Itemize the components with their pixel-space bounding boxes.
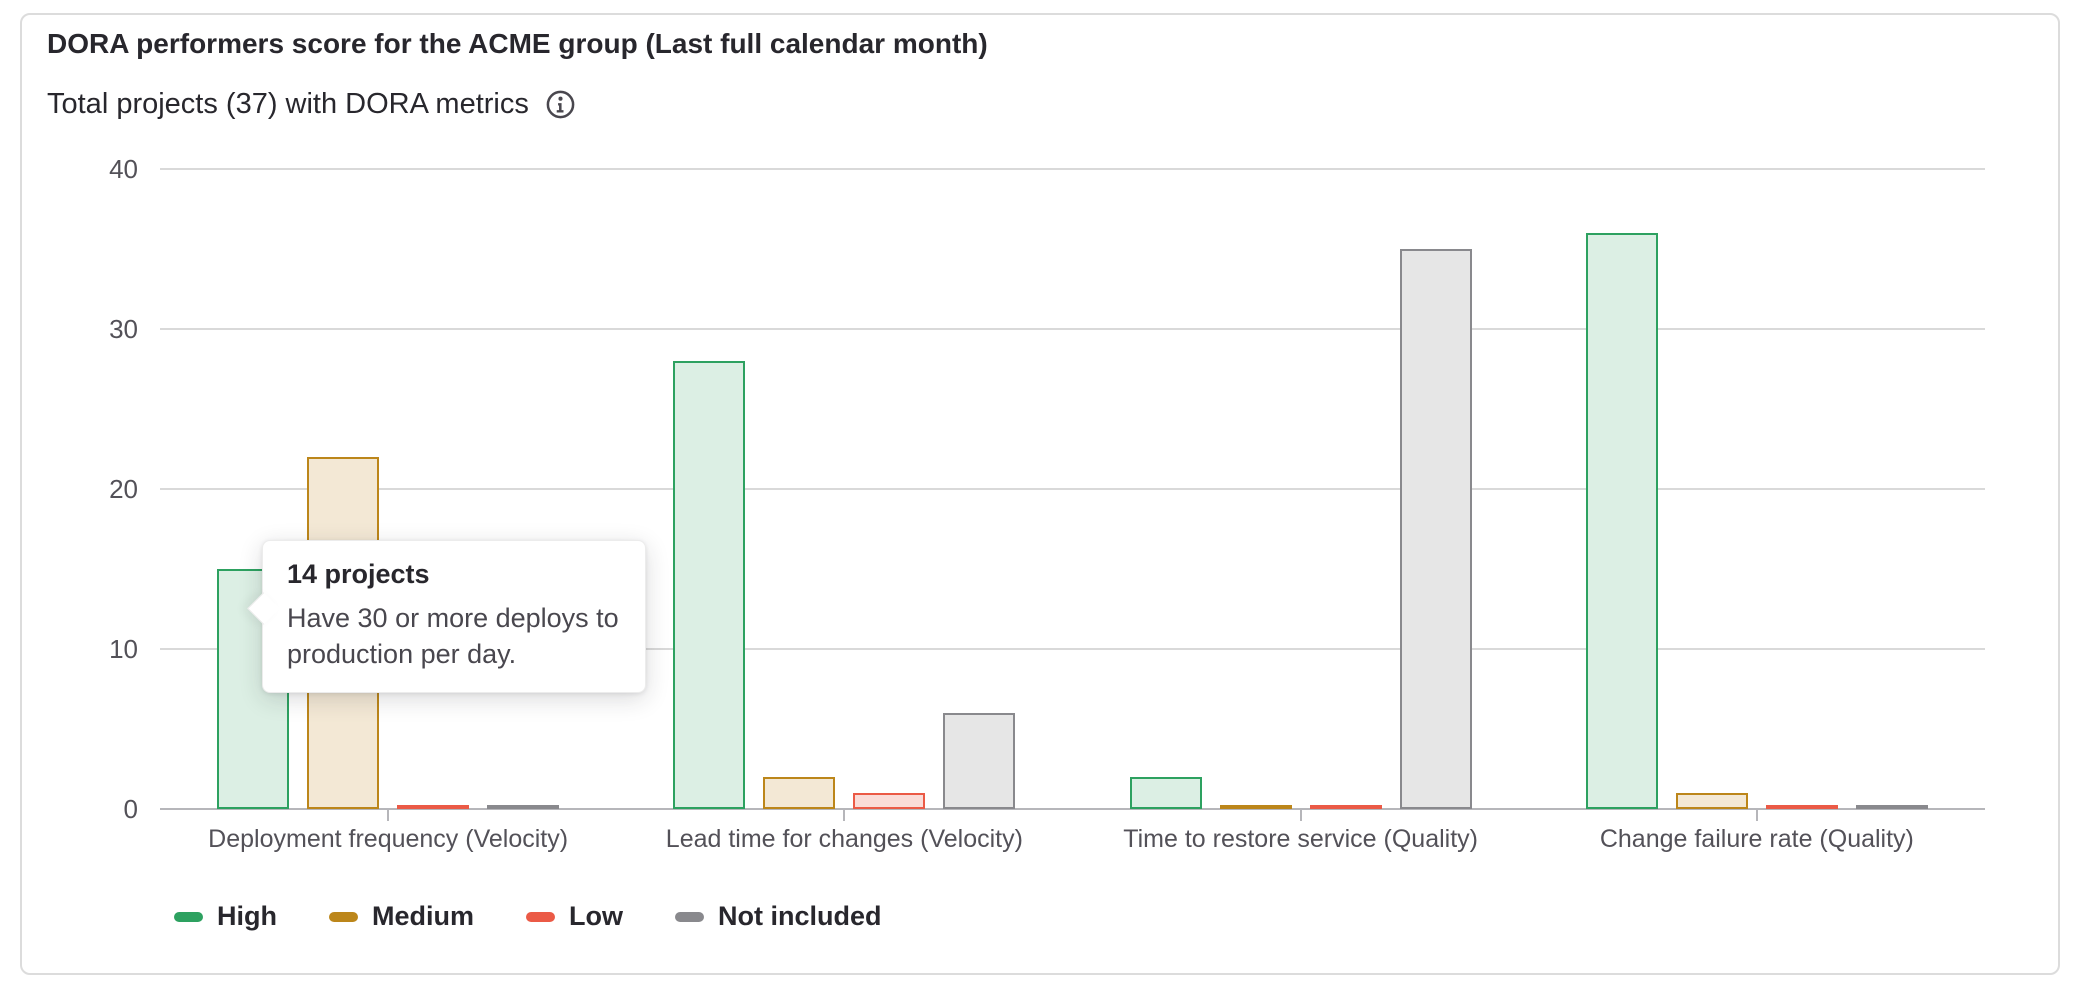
x-axis-label-time-to-restore-service-quality: Time to restore service (Quality) [1123, 825, 1478, 853]
x-axis-label-lead-time-for-changes-velocity: Lead time for changes (Velocity) [665, 825, 1023, 853]
y-axis-label-20: 20 [109, 474, 138, 504]
axis-tick-deployment-frequency-velocity [387, 809, 390, 821]
tooltip-body: Have 30 or more deploys to production pe… [287, 603, 619, 669]
bar-high-change-failure-rate-quality[interactable] [1585, 233, 1658, 809]
grid-line-30 [160, 328, 1985, 330]
chart-tooltip: 14 projects Have 30 or more deploys to p… [247, 540, 646, 693]
axis-tick-time-to-restore-service-quality [1299, 809, 1302, 821]
axis-tick-lead-time-for-changes-velocity [843, 809, 846, 821]
grid-line-0 [160, 808, 1985, 810]
legend-item-not-included[interactable]: Not included [675, 901, 882, 932]
bar-low-time-to-restore-service-quality[interactable] [1309, 805, 1382, 809]
y-axis-label-30: 30 [109, 314, 138, 344]
chart-title: DORA performers score for the ACME group… [47, 28, 988, 59]
bar-medium-change-failure-rate-quality[interactable] [1675, 793, 1748, 809]
bar-not-included-change-failure-rate-quality[interactable] [1855, 805, 1928, 809]
bar-not-included-lead-time-for-changes-velocity[interactable] [943, 713, 1016, 809]
legend-item-low[interactable]: Low [526, 901, 623, 932]
legend-label-medium: Medium [372, 901, 475, 931]
chart-subtitle-row: Total projects (37) with DORA metrics [47, 88, 576, 121]
x-axis-label-change-failure-rate-quality: Change failure rate (Quality) [1599, 825, 1914, 853]
legend-label-low: Low [569, 901, 624, 931]
chart-legend: High Medium Low Not included [174, 901, 882, 932]
bar-not-included-time-to-restore-service-quality[interactable] [1399, 249, 1472, 809]
y-axis-label-40: 40 [109, 154, 138, 184]
grid-line-10 [160, 648, 1985, 650]
chart-subtitle: Total projects (37) with DORA metrics [47, 88, 529, 120]
legend-label-not-included: Not included [718, 901, 882, 931]
bar-low-change-failure-rate-quality[interactable] [1765, 805, 1838, 809]
legend-item-medium[interactable]: Medium [329, 901, 474, 932]
legend-item-high[interactable]: High [174, 901, 277, 932]
x-axis-label-deployment-frequency-velocity: Deployment frequency (Velocity) [208, 825, 569, 853]
bar-low-deployment-frequency-velocity[interactable] [397, 805, 470, 809]
grid-line-40 [160, 168, 1985, 170]
tooltip-title: 14 projects [287, 559, 430, 589]
bar-medium-time-to-restore-service-quality[interactable] [1219, 805, 1292, 809]
bar-medium-lead-time-for-changes-velocity[interactable] [763, 777, 836, 809]
legend-swatch-not-included [675, 911, 705, 922]
legend-swatch-medium [329, 911, 358, 922]
y-axis-label-10: 10 [109, 634, 138, 664]
legend-swatch-high [174, 911, 203, 922]
legend-swatch-low [526, 911, 556, 922]
bar-high-lead-time-for-changes-velocity[interactable] [673, 361, 746, 809]
bar-not-included-deployment-frequency-velocity[interactable] [487, 805, 560, 809]
y-axis-label-0: 0 [123, 794, 138, 824]
axis-tick-change-failure-rate-quality [1755, 809, 1758, 821]
bar-high-time-to-restore-service-quality[interactable] [1129, 777, 1202, 809]
bar-low-lead-time-for-changes-velocity[interactable] [853, 793, 926, 809]
legend-label-high: High [217, 901, 277, 931]
information-icon[interactable] [545, 89, 576, 120]
grid-line-20 [160, 488, 1985, 490]
